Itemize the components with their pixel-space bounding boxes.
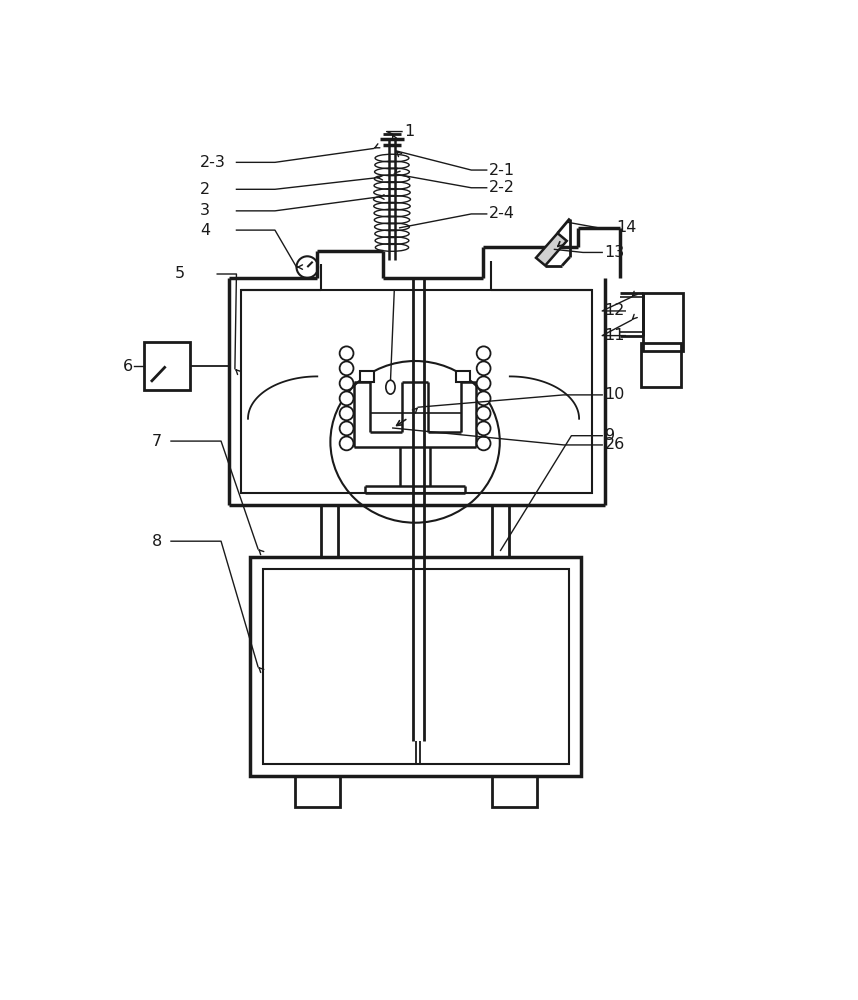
Circle shape <box>340 421 353 435</box>
Circle shape <box>340 361 353 375</box>
Ellipse shape <box>386 380 395 394</box>
Circle shape <box>340 406 353 420</box>
Bar <box>251 557 582 776</box>
Text: 2-4: 2-4 <box>489 206 515 221</box>
Circle shape <box>477 361 491 375</box>
Bar <box>492 776 537 807</box>
Bar <box>295 776 340 807</box>
Text: 9: 9 <box>605 428 614 443</box>
Bar <box>641 343 680 387</box>
Text: 1: 1 <box>404 124 414 139</box>
Text: 13: 13 <box>605 245 625 260</box>
Circle shape <box>477 391 491 405</box>
Text: 26: 26 <box>605 437 625 452</box>
Text: 5: 5 <box>175 266 185 282</box>
Circle shape <box>340 436 353 450</box>
Text: 2-1: 2-1 <box>489 163 515 178</box>
Text: 3: 3 <box>200 203 210 218</box>
Bar <box>241 290 592 493</box>
Text: 7: 7 <box>152 434 162 449</box>
Bar <box>643 293 683 351</box>
Text: 11: 11 <box>605 328 625 343</box>
Text: 4: 4 <box>200 223 210 238</box>
Bar <box>263 569 569 764</box>
Bar <box>144 342 190 389</box>
Text: 2-3: 2-3 <box>200 155 227 170</box>
Text: 2-2: 2-2 <box>489 180 515 195</box>
Circle shape <box>340 346 353 360</box>
Text: 6: 6 <box>124 359 133 374</box>
Circle shape <box>477 376 491 390</box>
Circle shape <box>477 421 491 435</box>
Text: 12: 12 <box>605 303 625 318</box>
Circle shape <box>477 436 491 450</box>
Polygon shape <box>536 233 567 266</box>
Text: 14: 14 <box>616 220 637 235</box>
Bar <box>456 371 469 382</box>
Text: 2: 2 <box>200 182 210 197</box>
Text: 10: 10 <box>605 387 625 402</box>
Text: 8: 8 <box>152 534 162 549</box>
Circle shape <box>477 346 491 360</box>
Bar <box>360 371 374 382</box>
Circle shape <box>477 406 491 420</box>
Circle shape <box>340 376 353 390</box>
Circle shape <box>340 391 353 405</box>
